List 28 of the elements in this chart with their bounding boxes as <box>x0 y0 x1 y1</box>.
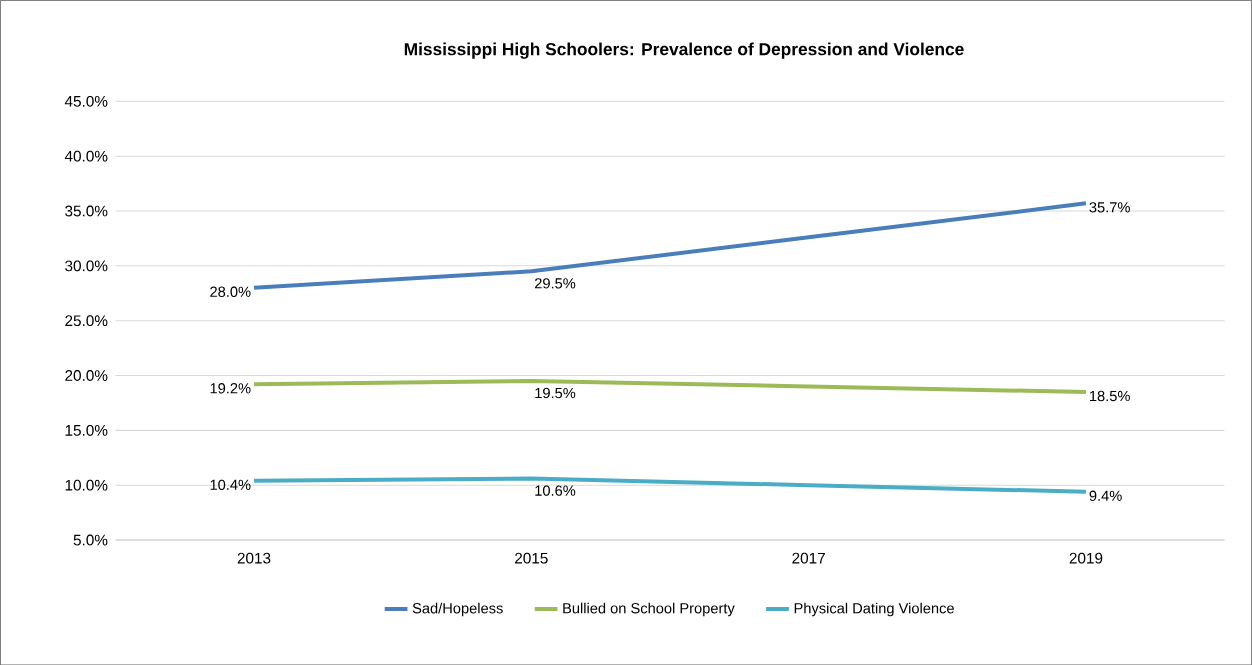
data-label: 28.0% <box>210 286 251 297</box>
x-tick-label: 2017 <box>792 552 825 564</box>
y-tick-label: 10.0% <box>65 479 108 491</box>
y-tick-label: 30.0% <box>65 260 108 272</box>
x-tick-label: 2019 <box>1069 552 1103 564</box>
x-tick-label: 2013 <box>237 552 271 564</box>
data-label: 18.5% <box>1090 390 1130 401</box>
y-tick-label: 15.0% <box>65 424 108 436</box>
y-tick-label: 45.0% <box>64 95 108 107</box>
data-label: 19.2% <box>210 382 251 394</box>
data-label: 9.4% <box>1089 490 1122 501</box>
legend-label: Physical Dating Violence <box>794 602 954 617</box>
legend-label: Sad/Hopeless <box>412 602 503 617</box>
data-label: 10.4% <box>210 479 251 490</box>
chart-title: Mississippi High Schoolers: Prevalence of Depression and Violence <box>404 42 964 59</box>
data-label: 35.7% <box>1089 201 1130 213</box>
line-series <box>252 476 1088 494</box>
data-label: 29.5% <box>534 277 576 289</box>
y-tick-label: 20.0% <box>65 369 108 381</box>
y-tick-label: 25.0% <box>65 315 108 326</box>
data-label: 19.5% <box>535 387 576 399</box>
y-tick-label: 40.0% <box>64 150 108 162</box>
y-tick-label: 5.0% <box>73 534 108 546</box>
y-tick-label: 35.0% <box>65 205 108 217</box>
data-label: 10.6% <box>535 485 576 496</box>
legend-label: Bullied on School Property <box>563 602 735 617</box>
line-series <box>252 201 1088 290</box>
x-tick-label: 2015 <box>515 552 548 564</box>
